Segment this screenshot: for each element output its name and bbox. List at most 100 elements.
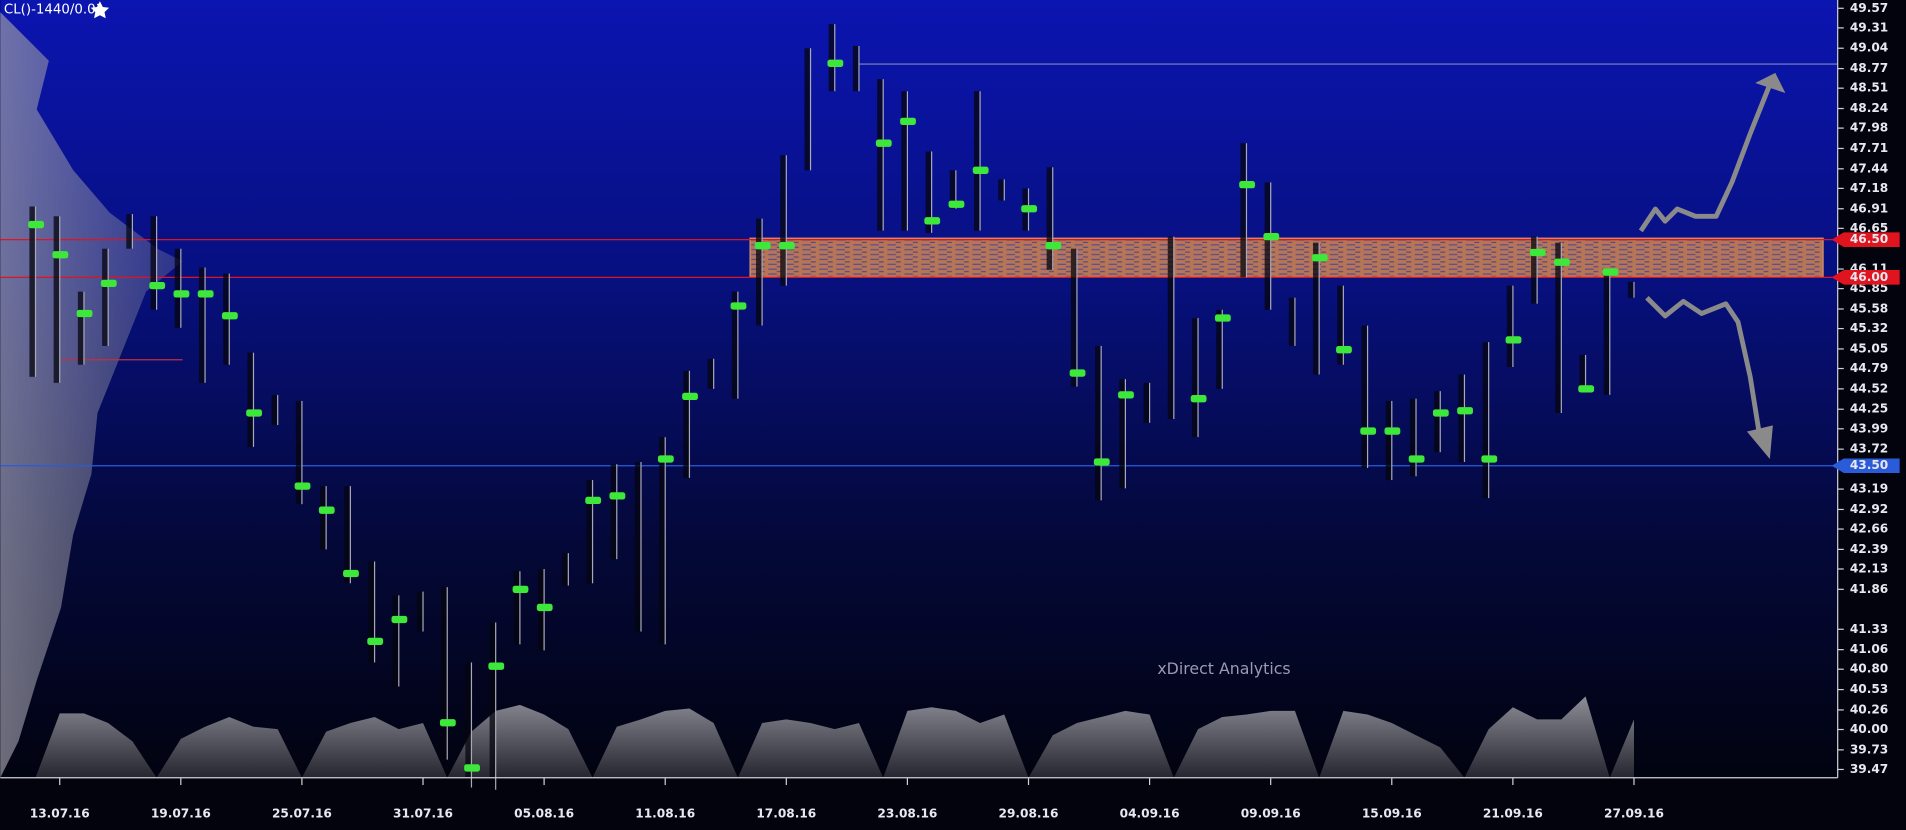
y-tick-label: 42.13 [1850, 561, 1888, 575]
poc-marker [1214, 314, 1231, 322]
poc-marker [100, 279, 117, 288]
y-tick-label: 40.26 [1850, 702, 1888, 716]
bar-profile [320, 486, 327, 550]
poc-marker [1432, 409, 1449, 417]
poc-marker [488, 662, 505, 670]
poc-marker [609, 492, 626, 500]
level-label: 46.50 [1850, 232, 1888, 246]
poc-marker [900, 117, 916, 125]
x-tick-label: 29.08.16 [999, 807, 1059, 821]
y-tick-label: 49.31 [1850, 20, 1888, 34]
poc-marker [682, 392, 698, 401]
poc-marker [827, 59, 844, 67]
level-tag [1831, 232, 1900, 247]
poc-marker [149, 281, 166, 290]
favorite-star[interactable] [90, 1, 110, 19]
poc-marker [730, 302, 747, 310]
bar-profile [77, 291, 84, 365]
bar-profile [489, 622, 496, 790]
y-tick-label: 47.44 [1850, 161, 1888, 175]
down-arrow [1645, 296, 1763, 438]
y-tick-label: 45.05 [1850, 341, 1888, 355]
poc-marker [367, 637, 384, 645]
poc-marker [1457, 407, 1473, 415]
bar-profile [1555, 242, 1562, 413]
y-tick-label: 49.04 [1850, 41, 1888, 55]
bar-profile [634, 461, 641, 632]
bar-profile [804, 48, 811, 171]
y-tick-label: 40.00 [1850, 722, 1888, 736]
x-tick-label: 15.09.16 [1362, 807, 1422, 821]
bar-profile [1409, 398, 1417, 477]
supply-zone [749, 237, 1824, 278]
poc-marker [1602, 268, 1619, 276]
y-tick-label: 47.98 [1850, 121, 1888, 135]
poc-marker [464, 764, 480, 772]
bar-profile [126, 214, 133, 249]
level-tag [1831, 270, 1900, 285]
y-tick-label: 45.58 [1850, 301, 1888, 315]
poc-marker [1529, 248, 1546, 257]
y-tick-label: 44.52 [1850, 381, 1888, 395]
bar-profile [1458, 374, 1465, 462]
x-tick-label: 19.07.16 [151, 807, 211, 821]
poc-marker [536, 603, 553, 612]
bar-profile [150, 216, 157, 310]
bar-profile [1506, 285, 1513, 368]
volume-profile [0, 12, 183, 778]
poc-marker [343, 569, 359, 578]
y-tick-label: 41.06 [1850, 642, 1888, 656]
bar-profile [295, 400, 302, 505]
x-tick-label: 21.09.16 [1483, 807, 1543, 821]
bar-profile [610, 464, 617, 560]
y-tick-label: 43.99 [1850, 421, 1888, 435]
bar-profile [973, 91, 981, 231]
bar-profile [1119, 379, 1126, 489]
x-tick-label: 13.07.16 [30, 807, 90, 821]
y-tick-label: 41.33 [1850, 622, 1888, 636]
bar-profile [877, 79, 884, 231]
level-label: 43.50 [1850, 458, 1888, 472]
bar-profile [586, 480, 593, 584]
bar-profile [828, 24, 835, 92]
plot-area [0, 0, 1838, 778]
y-tick-label: 42.66 [1850, 522, 1888, 536]
bar-profile [29, 206, 36, 377]
volume-area [35, 696, 1634, 778]
bar-profile [949, 170, 956, 209]
poc-marker [1336, 346, 1352, 354]
poc-marker [1190, 395, 1207, 403]
bar-profile [1070, 248, 1077, 387]
y-tick-label: 41.86 [1850, 582, 1888, 596]
y-tick-label: 40.80 [1850, 662, 1888, 676]
y-tick-label: 44.25 [1850, 402, 1888, 416]
bar-profile [392, 595, 399, 687]
y-tick-label: 43.72 [1850, 442, 1888, 456]
down-arrow-head [1746, 425, 1773, 460]
poc-marker [1554, 258, 1570, 266]
y-tick-label: 42.92 [1850, 502, 1888, 516]
bar-profile [1337, 285, 1344, 365]
bar-profile [756, 218, 763, 326]
x-tick-label: 09.09.16 [1241, 807, 1301, 821]
bar-profile [1603, 269, 1610, 395]
poc-marker [1093, 458, 1110, 466]
bar-profile [441, 587, 448, 760]
poc-marker [76, 309, 93, 318]
bar-profile [852, 45, 859, 92]
poc-marker [1263, 232, 1280, 241]
y-tick-label: 45.85 [1850, 281, 1888, 295]
poc-marker [1481, 455, 1498, 463]
y-tick-label: 39.73 [1850, 742, 1888, 756]
poc-marker [246, 409, 262, 417]
poc-marker [1384, 427, 1401, 435]
bar-profile [1191, 318, 1199, 438]
bar-profile [1167, 236, 1174, 420]
poc-marker [1045, 242, 1062, 250]
y-tick-label: 48.51 [1850, 81, 1888, 95]
y-tick-label: 39.47 [1850, 762, 1888, 776]
bar-profile [683, 370, 690, 478]
bar-profile [513, 571, 520, 645]
poc-marker [294, 482, 311, 490]
